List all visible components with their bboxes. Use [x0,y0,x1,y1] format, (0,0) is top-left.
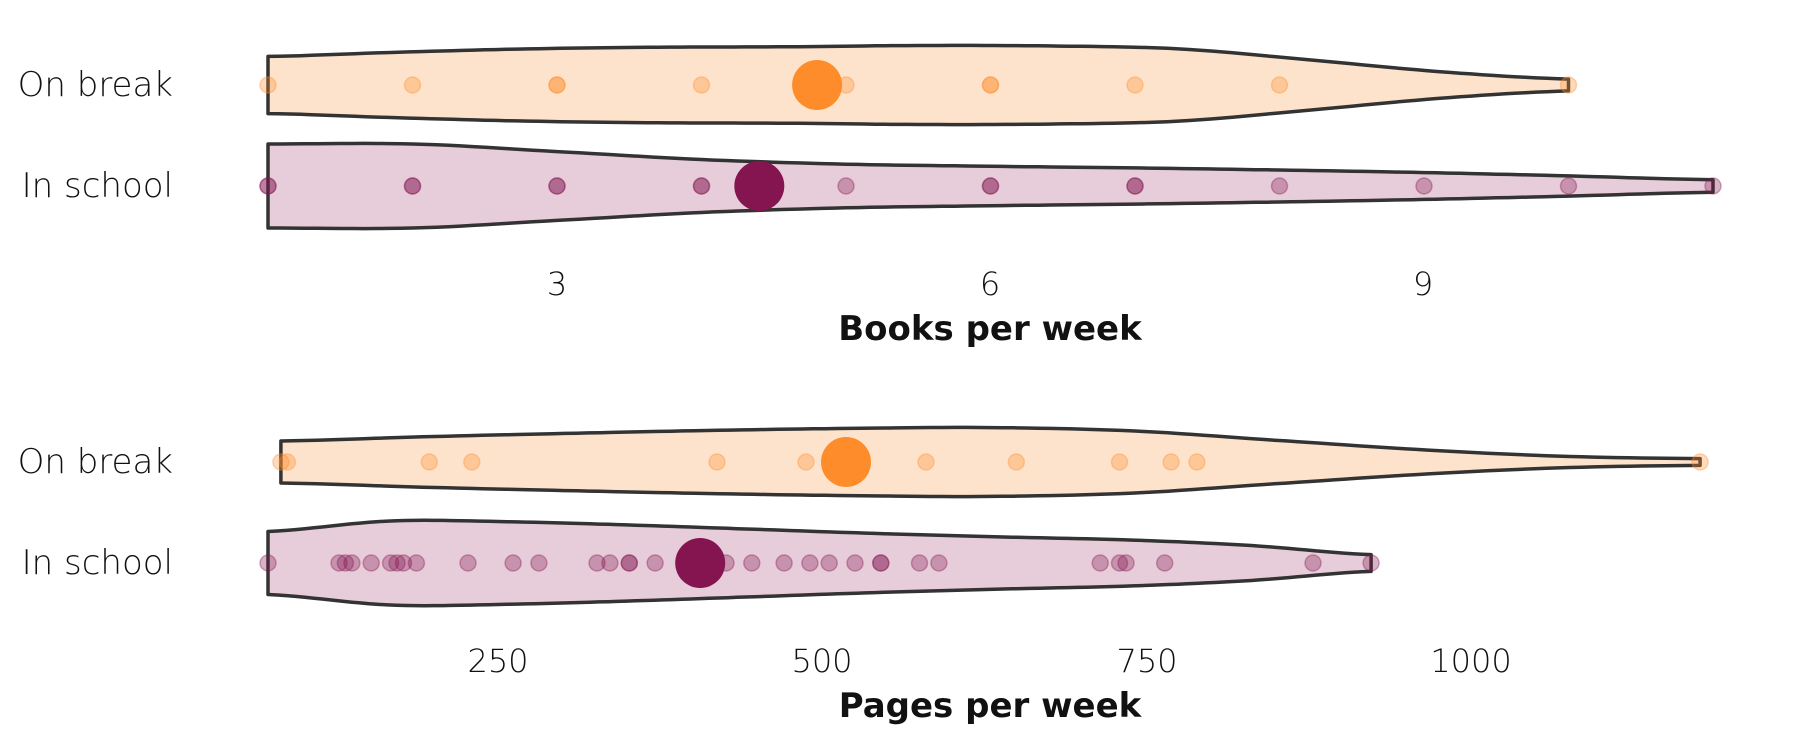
data-point [910,554,929,572]
data-point [1188,453,1206,471]
data-point [981,177,1000,195]
data-point [272,453,290,471]
data-point [846,554,864,572]
data-point [646,554,664,572]
data-point [1559,177,1578,195]
data-point [1270,76,1289,94]
data-point [930,554,948,572]
data-point [1126,177,1144,195]
data-point [601,554,619,572]
mean-marker [734,161,785,211]
data-point [1304,554,1322,572]
data-point [1126,177,1144,195]
data-point [981,177,1000,195]
x-tick-label: 3 [547,265,567,303]
data-point [278,453,297,471]
data-point [797,453,815,471]
data-point [872,554,890,572]
data-point [775,554,793,572]
data-point [1362,554,1380,572]
x-axis-title: Pages per week [839,686,1143,726]
mean-marker [675,538,726,588]
data-point [620,554,639,572]
data-point [1270,177,1289,195]
data-point [1007,453,1026,471]
data-point [620,554,639,572]
data-point [981,76,1000,94]
x-tick-label: 6 [980,265,1000,303]
data-point [1155,554,1174,572]
pages-per-week-panel: On break In school 250 500 750 1000 Page… [18,425,1709,726]
x-tick-label: 9 [1413,265,1433,303]
data-point [1162,453,1180,471]
violin-in-school [266,141,1715,231]
data-point [692,76,711,94]
data-point [548,177,566,195]
data-point [504,554,522,572]
data-point [407,554,426,572]
violin-in-school [266,518,1373,608]
category-label-in-school: In school [22,543,173,583]
data-point [1126,76,1144,94]
x-tick-label: 500 [791,642,852,680]
data-point [692,177,711,195]
data-point [708,453,726,471]
data-point [381,554,400,572]
data-point [403,177,422,195]
data-point [259,177,277,195]
x-tick-label: 1000 [1430,642,1511,680]
data-point [692,177,711,195]
data-point [362,554,380,572]
data-point [820,554,838,572]
data-point [872,554,890,572]
data-point [837,177,855,195]
data-point [548,76,566,94]
data-point [1110,453,1129,471]
category-label-on-break: On break [18,65,173,105]
x-tick-label: 250 [467,642,528,680]
data-point [459,554,477,572]
data-point [259,554,277,572]
data-point [403,177,422,195]
data-point [548,177,566,195]
data-point [1415,177,1433,195]
data-point [463,453,481,471]
x-tick-label: 750 [1116,642,1177,680]
data-point [801,554,819,572]
data-point [1704,177,1722,195]
data-point [394,554,413,572]
data-point [388,554,406,572]
books-per-week-panel: On break In school 3 6 9 Books per week [18,43,1722,349]
data-point [1110,554,1129,572]
x-axis-title: Books per week [838,309,1143,349]
data-point [981,76,1000,94]
data-point [743,554,761,572]
category-label-in-school: In school [22,166,173,206]
data-point [1091,554,1109,572]
data-point [530,554,548,572]
data-point [420,453,439,471]
data-point [330,554,348,572]
category-label-on-break: On break [18,442,173,482]
data-point [588,554,606,572]
data-point [259,76,277,94]
violin-on-break [266,43,1571,127]
data-point [548,76,566,94]
mean-marker [792,60,843,110]
data-point [1559,76,1578,94]
violin-on-break [279,425,1702,499]
data-point [403,76,422,94]
data-point [1691,453,1709,471]
data-point [1117,554,1135,572]
data-point [336,554,355,572]
data-point [343,554,361,572]
mean-marker [821,437,871,487]
data-point [259,177,277,195]
data-point [917,453,935,471]
